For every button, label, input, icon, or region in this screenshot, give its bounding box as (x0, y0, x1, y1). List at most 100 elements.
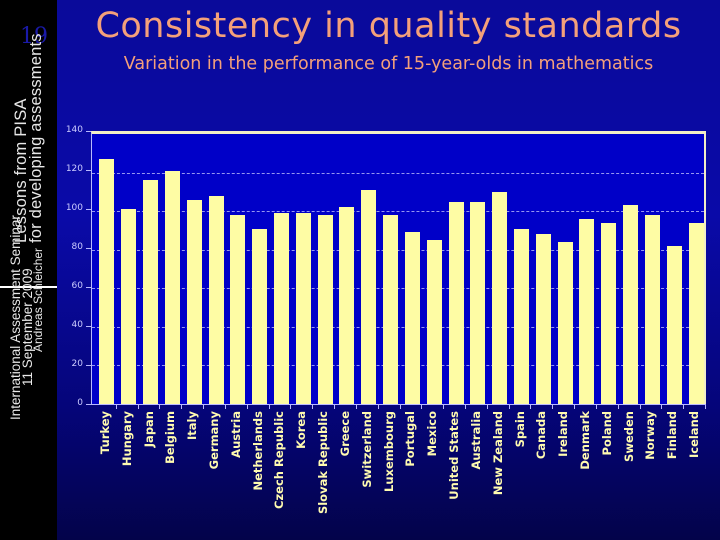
x-category-label: Austria (228, 411, 243, 458)
bar-finland (666, 245, 682, 404)
slide-number: 19 (20, 24, 48, 49)
x-tick (421, 404, 423, 409)
x-tick (399, 404, 401, 409)
y-tick (86, 131, 91, 132)
y-tick-label: 140 (65, 125, 83, 135)
bar-japan (143, 180, 159, 404)
bar-iceland (688, 222, 704, 404)
x-tick (705, 404, 706, 409)
x-category-label: Switzerland (359, 411, 374, 488)
bar-netherlands (252, 228, 268, 404)
bar-czech-republic (273, 213, 289, 404)
x-category-label: Portugal (403, 411, 418, 467)
presentation-title-line2: for developing assessments (27, 33, 45, 243)
y-tick (86, 404, 91, 405)
x-tick (661, 404, 663, 409)
x-category-label: Finland (665, 411, 680, 460)
bar-ireland (557, 242, 573, 404)
x-tick (464, 404, 466, 409)
y-tick (86, 365, 91, 366)
bar-slovak-republic (317, 215, 333, 404)
y-tick (86, 248, 91, 249)
sidebar-divider (0, 286, 57, 288)
y-tick-label: 40 (71, 320, 83, 330)
y-tick (86, 287, 91, 288)
x-category-label: New Zealand (490, 411, 505, 496)
slide-title: Consistency in quality standards (95, 6, 682, 46)
x-axis (91, 404, 706, 405)
x-category-label: Hungary (119, 411, 134, 467)
bar-australia (470, 201, 486, 404)
bar-belgium (164, 170, 180, 404)
sidebar: 19 Lessons from PISA for developing asse… (0, 0, 57, 540)
gridline (92, 172, 704, 174)
bar-turkey (99, 159, 115, 404)
bar-portugal (404, 232, 420, 404)
x-category-label: United States (447, 411, 462, 500)
bar-hungary (121, 209, 137, 404)
x-tick (552, 404, 554, 409)
x-category-label: Norway (643, 411, 658, 460)
slide-subtitle: Variation in the performance of 15-year-… (123, 54, 654, 74)
x-category-label: Korea (294, 411, 309, 449)
x-tick (486, 404, 488, 409)
x-tick (683, 404, 685, 409)
bar-austria (230, 215, 246, 404)
x-category-label: Canada (534, 411, 549, 460)
y-tick-label: 120 (65, 164, 83, 174)
bar-canada (535, 234, 551, 404)
y-tick (86, 326, 91, 327)
chart-plot-area (91, 131, 706, 404)
x-tick (203, 404, 205, 409)
y-tick-label: 100 (65, 203, 83, 213)
y-tick-label: 20 (71, 359, 83, 369)
bar-sweden (623, 205, 639, 404)
x-category-label: Iceland (687, 411, 702, 459)
presentation-title: Lessons from PISA for developing assessm… (12, 33, 45, 243)
bar-norway (644, 215, 660, 404)
x-tick (115, 404, 117, 409)
x-tick (312, 404, 314, 409)
bar-denmark (579, 218, 595, 404)
x-tick (574, 404, 576, 409)
x-category-label: Czech Republic (272, 411, 287, 509)
x-tick (508, 404, 510, 409)
x-tick (246, 404, 248, 409)
bar-germany (208, 195, 224, 404)
x-tick (290, 404, 292, 409)
bar-italy (186, 199, 202, 404)
x-tick (159, 404, 161, 409)
slide-content: Consistency in quality standards Variati… (57, 0, 720, 540)
x-category-label: Slovak Republic (316, 411, 331, 515)
x-tick (181, 404, 183, 409)
x-tick (530, 404, 532, 409)
y-tick (86, 209, 91, 210)
x-category-label: Poland (599, 411, 614, 456)
x-category-label: Belgium (163, 411, 178, 464)
x-category-label: Turkey (97, 411, 112, 455)
y-tick (86, 170, 91, 171)
x-tick (617, 404, 619, 409)
x-category-label: Greece (337, 411, 352, 457)
bar-switzerland (361, 189, 377, 404)
x-tick (377, 404, 379, 409)
x-tick (268, 404, 270, 409)
bar-greece (339, 207, 355, 404)
y-tick-label: 60 (71, 281, 83, 291)
x-category-label: Germany (207, 411, 222, 470)
x-category-label: Mexico (425, 411, 440, 457)
x-tick (137, 404, 139, 409)
y-tick-label: 80 (71, 242, 83, 252)
x-category-label: Australia (468, 411, 483, 470)
x-tick (595, 404, 597, 409)
presenter-name: Andreas Schleicher (31, 247, 45, 352)
x-tick (443, 404, 445, 409)
x-tick (355, 404, 357, 409)
gridline (92, 211, 704, 213)
bar-spain (514, 228, 530, 404)
x-tick (334, 404, 336, 409)
x-tick (639, 404, 641, 409)
x-category-label: Italy (185, 411, 200, 440)
bar-poland (601, 222, 617, 404)
bar-new-zealand (492, 191, 508, 404)
